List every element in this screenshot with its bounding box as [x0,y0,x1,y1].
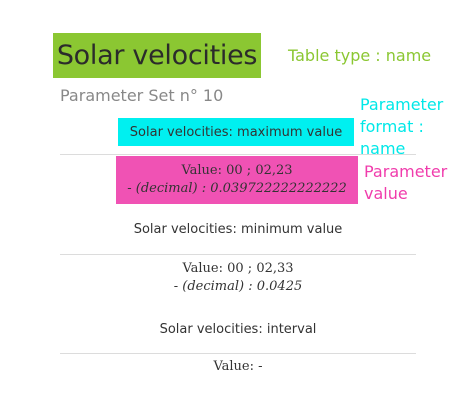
divider [60,254,416,255]
parameter-decimal-min: - (decimal) : 0.0425 [173,279,303,294]
divider [60,154,416,155]
parameter-format-annotation: Parameter format : name [360,95,444,158]
parameter-value-block-interval: Value: - [60,358,416,376]
parameter-value-max: Value: 00 ; 02,23 [181,163,293,178]
title-highlight: Solar velocities [53,33,261,78]
parameter-name-min: Solar velocities: minimum value [133,222,343,237]
parameter-value-highlight: Value: 00 ; 02,23 - (decimal) : 0.039722… [116,156,358,204]
parameter-set-label: Parameter Set n° 10 [60,86,224,105]
parameter-name-interval: Solar velocities: interval [159,322,317,337]
parameter-format-highlight: Solar velocities: maximum value [118,118,354,146]
page-title: Solar velocities [56,40,258,71]
parameter-value-block-min: Value: 00 ; 02,33 - (decimal) : 0.0425 [60,260,416,296]
table-type-annotation: Table type : name [288,46,432,65]
parameter-decimal-max: - (decimal) : 0.039722222222222 [127,181,347,196]
parameter-name-max: Solar velocities: maximum value [129,124,343,140]
parameter-value-min: Value: 00 ; 02,33 [182,261,294,276]
divider [60,353,416,354]
parameter-value-interval: Value: - [213,359,263,374]
parameter-value-annotation: Parameter value [364,162,448,203]
